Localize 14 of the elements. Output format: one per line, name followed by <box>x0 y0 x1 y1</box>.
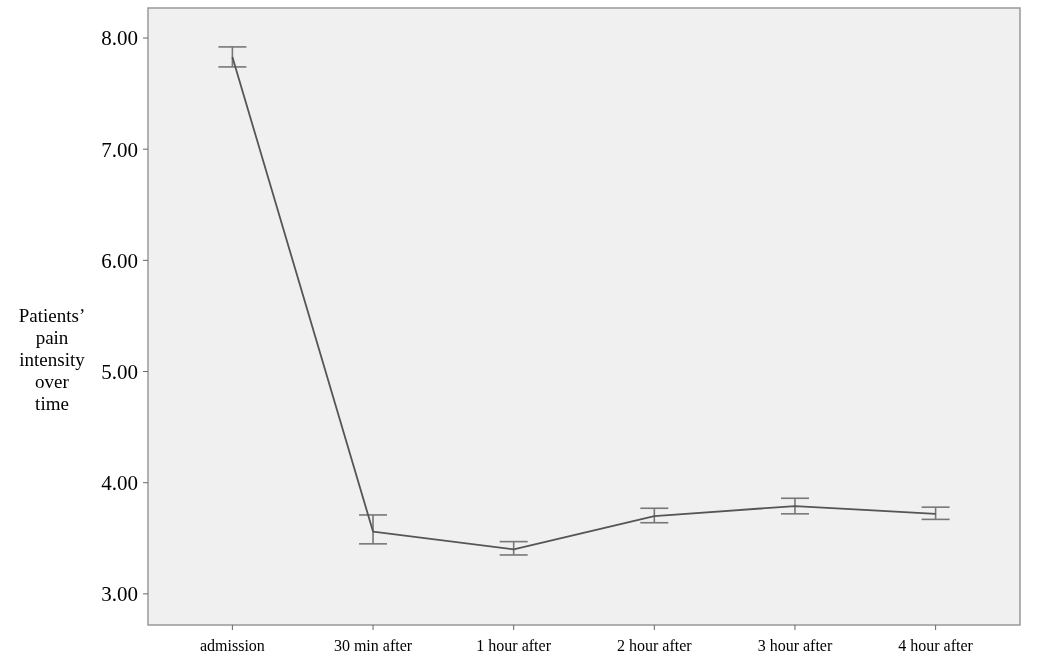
y-tick-label: 3.00 <box>101 582 138 607</box>
y-tick-label: 8.00 <box>101 26 138 51</box>
x-tick-label: 2 hour after <box>617 637 693 654</box>
x-tick-label: 1 hour after <box>476 637 552 654</box>
y-tick-label: 6.00 <box>101 248 138 273</box>
x-tick-label: admission <box>199 637 265 654</box>
y-axis-title: Patients’ pain intensity over time <box>18 304 86 414</box>
x-tick-label: 30 min after <box>333 637 413 654</box>
x-tick-label: 4 hour after <box>898 637 974 654</box>
x-tick-label: 3 hour after <box>757 637 833 654</box>
y-tick-label: 5.00 <box>101 359 138 384</box>
line-series <box>231 56 937 551</box>
y-tick-label: 4.00 <box>101 471 138 496</box>
y-tick-label: 7.00 <box>101 137 138 162</box>
